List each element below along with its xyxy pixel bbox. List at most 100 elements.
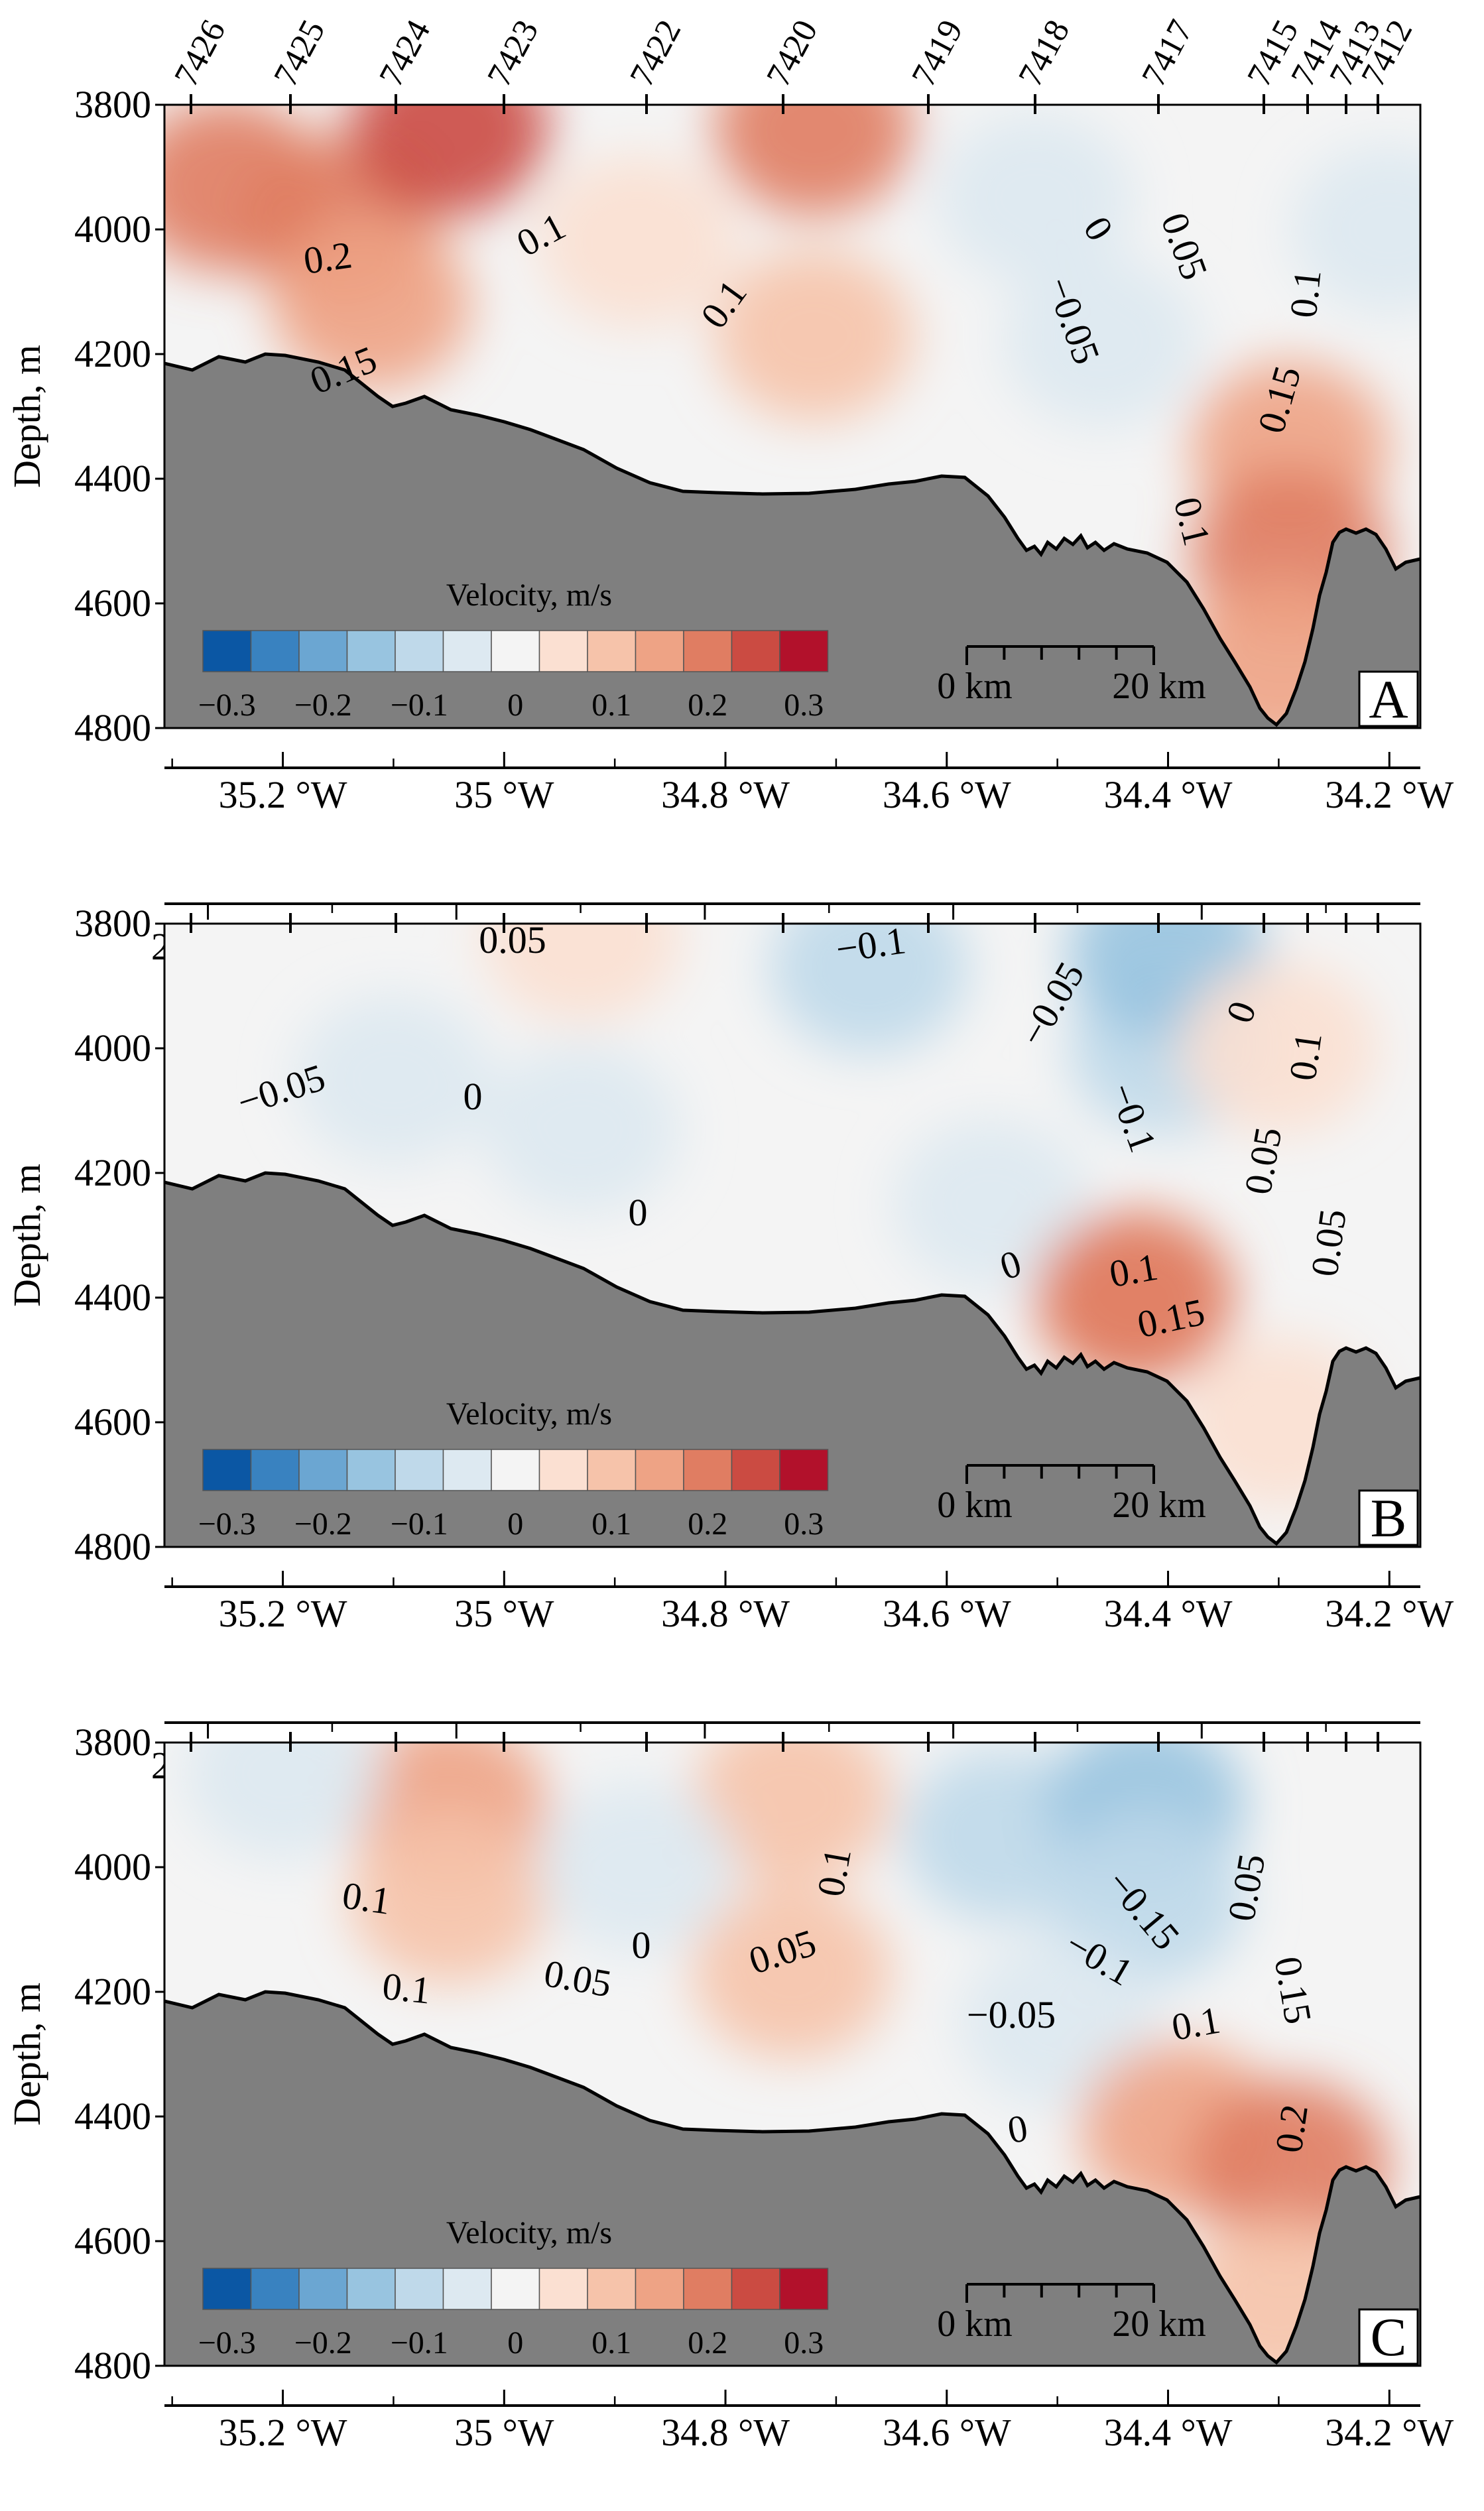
contour-label: 0.2 [301, 233, 355, 282]
colorbar-title: Velocity, m/s [446, 1396, 612, 1432]
colorbar-swatch [538, 2268, 588, 2310]
velocity-blob [183, 1743, 383, 1860]
depth-tick-label: 3800 [74, 1721, 151, 1764]
station-label: 7423 [480, 14, 546, 93]
depth-tick-label: 4000 [74, 1845, 151, 1888]
colorbar-swatch [442, 630, 492, 672]
depth-tick-label: 4600 [74, 1400, 151, 1443]
station-label: 7425 [267, 14, 332, 93]
colorbar-swatch [538, 630, 588, 672]
colorbar: Velocity, m/s −0.3 −0.2 −0.1 0 0.1 0.2 0.3 [198, 1396, 829, 1542]
colorbar-swatch [683, 2268, 733, 2310]
velocity-blob [482, 924, 682, 1022]
colorbar-swatch [202, 1449, 252, 1491]
velocity-blob [1035, 1211, 1235, 1384]
station-label: 7418 [1011, 14, 1077, 93]
velocity-blob [294, 993, 493, 1166]
contour-label: 0.1 [1280, 1030, 1329, 1083]
depth-tick-label: 4400 [74, 1276, 151, 1319]
velocity-blob [1002, 255, 1202, 428]
colorbar-tick-label: 0.2 [688, 1506, 727, 1542]
longitude-tick-label: 34.6 °W [883, 773, 1011, 816]
colorbar-tick-label: 0.1 [591, 1506, 631, 1542]
colorbar-tick-label: −0.3 [198, 1506, 256, 1542]
scale-label-start: 0 km [937, 666, 1013, 707]
colorbar-swatch [298, 2268, 348, 2310]
seafloor-line [164, 1990, 1420, 2365]
contour-label: 0.1 [1106, 1245, 1161, 1296]
panel-letter: A [1369, 669, 1408, 729]
velocity-blob [349, 105, 548, 216]
contour-label: 0 [632, 1924, 651, 1967]
depth-tick-label: 4600 [74, 582, 151, 625]
station-label: 7426 [167, 14, 233, 93]
colorbar-tick-label: −0.3 [198, 2325, 256, 2360]
colorbar-tick-label: 0.1 [591, 688, 631, 723]
colorbar-tick-label: 0 [507, 2325, 523, 2360]
velocity-blob [482, 1043, 682, 1216]
colorbar-swatch [346, 1449, 396, 1491]
colorbar-tick-label: −0.1 [391, 688, 448, 723]
velocity-blob [537, 155, 737, 328]
colorbar: Velocity, m/s −0.3 −0.2 −0.1 0 0.1 0.2 0.3 [198, 2215, 829, 2360]
colorbar-swatch [346, 630, 396, 672]
velocity-blob [714, 249, 914, 422]
colorbar-swatch [346, 2268, 396, 2310]
depth-tick-label: 4400 [74, 2095, 151, 2138]
colorbar-swatch [491, 630, 540, 672]
longitude-tick-label: 34.8 °W [661, 1592, 790, 1635]
colorbar-swatch [250, 1449, 300, 1491]
colorbar-swatch [683, 630, 733, 672]
colorbar-swatch [395, 1449, 444, 1491]
colorbar-swatch [298, 630, 348, 672]
depth-tick-label: 4200 [74, 1151, 151, 1194]
colorbar-swatch [683, 1449, 733, 1491]
colorbar-swatch [491, 1449, 540, 1491]
colorbar-swatch [731, 630, 780, 672]
scale-label-end: 20 km [1112, 1485, 1206, 1526]
colorbar-tick-label: −0.2 [294, 2325, 352, 2360]
velocity-field [164, 924, 1420, 1547]
plot-frame [163, 1741, 1422, 2367]
longitude-tick-label: 34.2 °W [1325, 773, 1453, 816]
colorbar-tick-label: 0.2 [688, 2325, 727, 2360]
longitude-tick-label: 34.4 °W [1104, 1592, 1233, 1635]
velocity-blob [958, 1937, 1157, 2109]
contour-label: 0.1 [808, 1845, 859, 1900]
colorbar: Velocity, m/s −0.3 −0.2 −0.1 0 0.1 0.2 0.3 [198, 578, 829, 723]
contour-label: 0 [464, 1075, 483, 1118]
velocity-blob [272, 217, 471, 391]
colorbar-tick-label: 0.3 [784, 688, 824, 723]
longitude-tick-label: 35.2 °W [219, 2411, 347, 2454]
contour-label: 0.1 [381, 1964, 433, 2012]
depth-tick-label: 4000 [74, 208, 151, 251]
velocity-blob [537, 1781, 737, 1953]
colorbar-tick-label: −0.1 [391, 2325, 448, 2360]
longitude-tick-label: 35 °W [454, 1592, 554, 1635]
colorbar-tick-label: 0.3 [784, 1506, 824, 1542]
colorbar-swatch [202, 630, 252, 672]
velocity-blob [349, 1812, 548, 1985]
colorbar-swatch [250, 2268, 300, 2310]
scale-label-end: 20 km [1112, 2303, 1206, 2345]
longitude-tick-label: 34.4 °W [1104, 2411, 1233, 2454]
longitude-tick-label: 34.2 °W [1325, 2411, 1453, 2454]
station-label: 7420 [759, 14, 825, 93]
colorbar-swatch [298, 1449, 348, 1491]
panel-a: 7426 7425 7424 7423 7422 7420 7419 7418 7417 7415… [5, 14, 1454, 968]
depth-tick-label: 4800 [74, 706, 151, 749]
colorbar-swatch [779, 2268, 829, 2310]
contour-label: 0.05 [479, 918, 546, 961]
colorbar-swatch [779, 630, 829, 672]
colorbar-swatch [635, 630, 684, 672]
velocity-blob [714, 105, 914, 216]
panel-letter-box [1358, 2308, 1419, 2365]
velocity-blob [1179, 962, 1379, 1134]
colorbar-swatch [442, 2268, 492, 2310]
colorbar-tick-label: 0.3 [784, 2325, 824, 2360]
colorbar-swatch [779, 1449, 829, 1491]
colorbar-swatch [395, 630, 444, 672]
contour-label: 0.2 [1267, 2102, 1316, 2156]
longitude-tick-label: 35.2 °W [219, 773, 347, 816]
